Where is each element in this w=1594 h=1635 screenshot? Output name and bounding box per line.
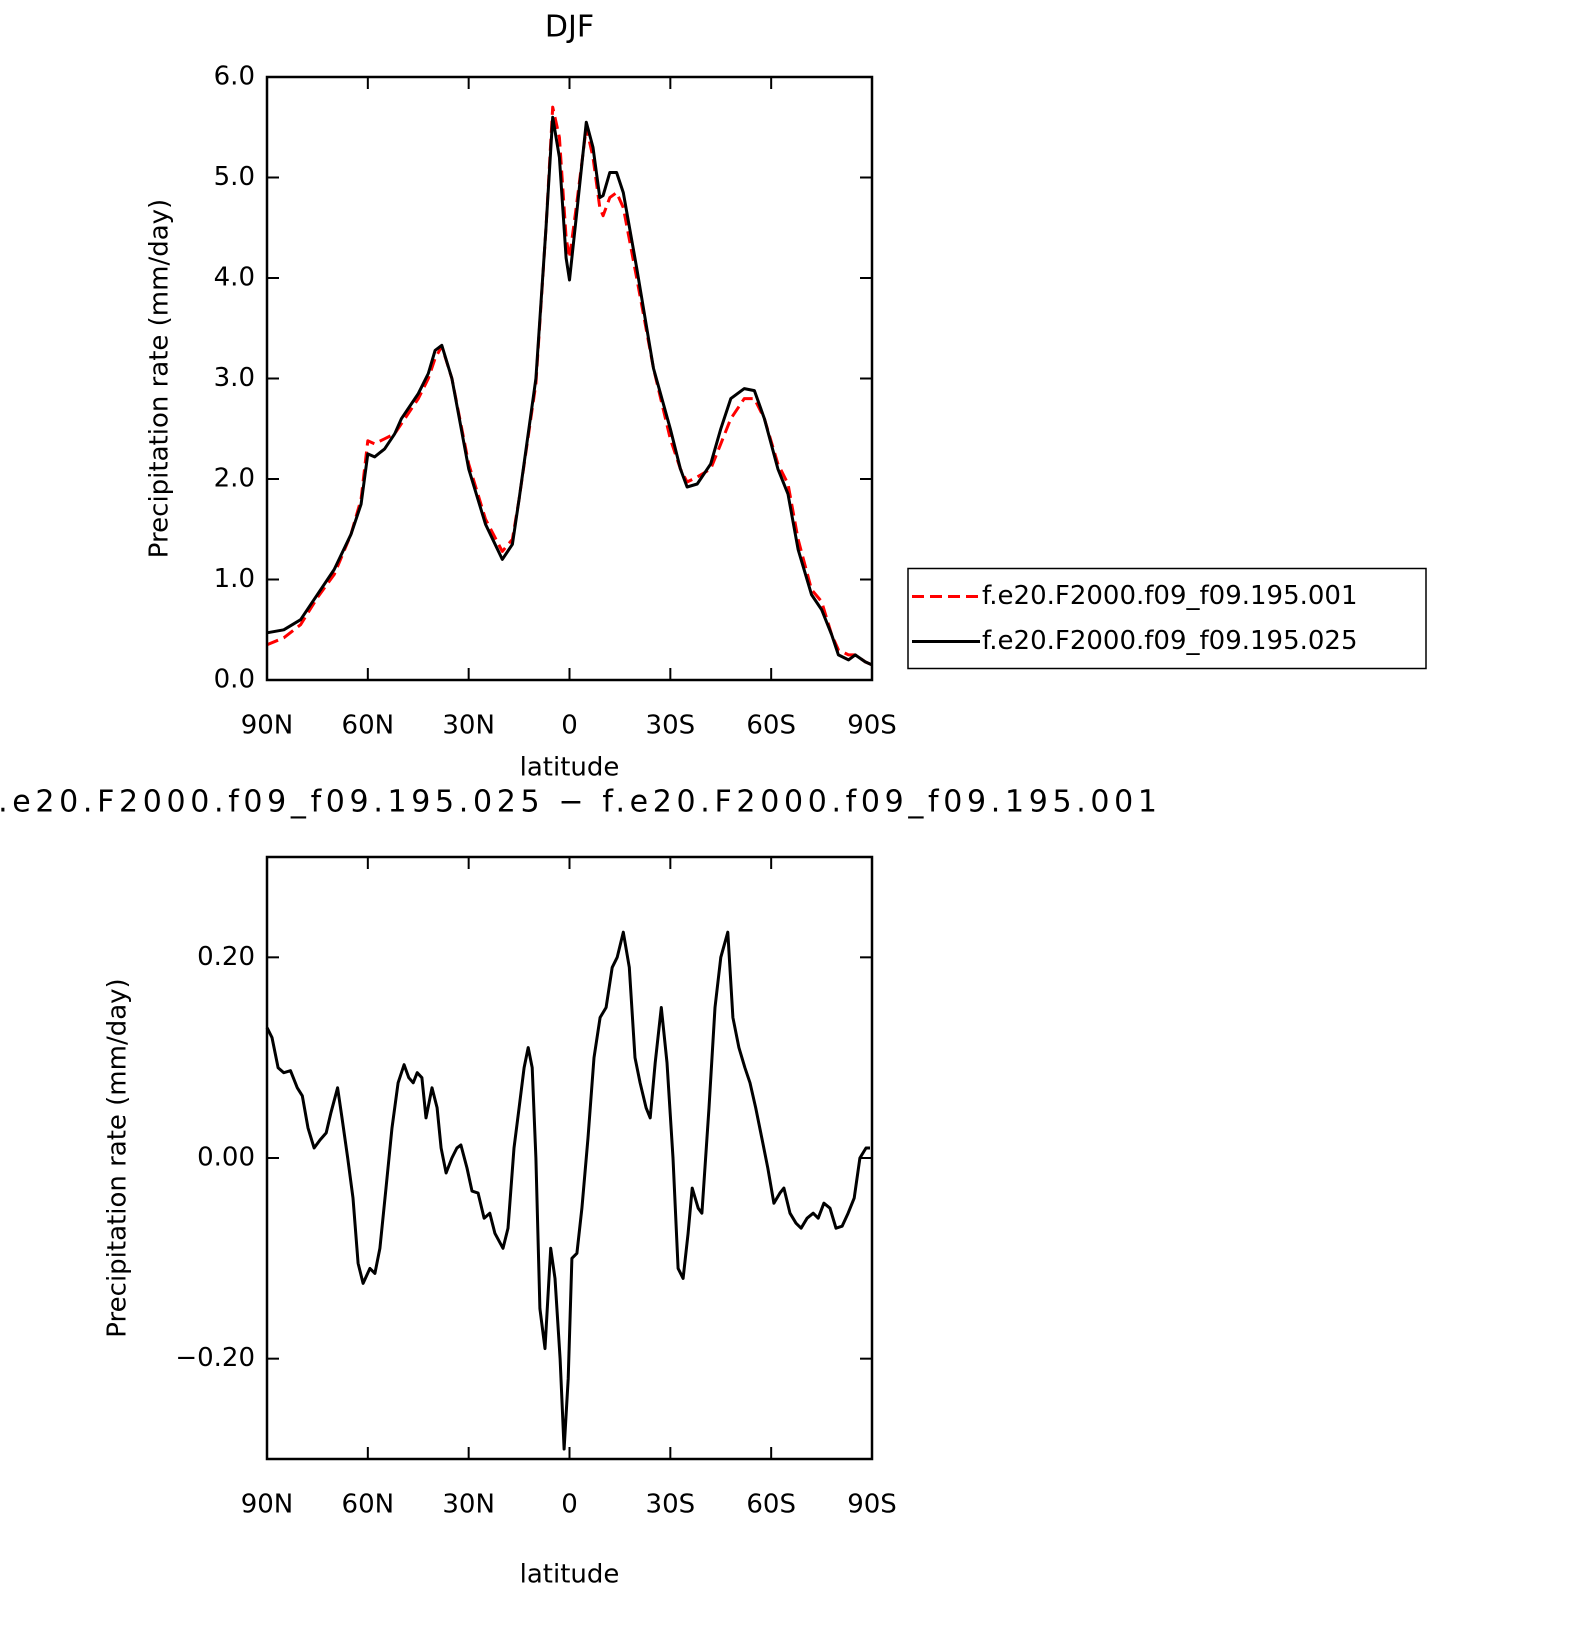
y-axis-label: Precipitation rate (mm/day) — [145, 199, 175, 558]
plot-frame — [265, 855, 874, 1461]
y-tick-label: 4.0 — [214, 263, 255, 293]
y-tick-label: 1.0 — [214, 564, 255, 594]
x-tick-label: 90N — [241, 1490, 294, 1520]
x-tick-label: 30S — [646, 711, 696, 741]
data-line — [266, 105, 873, 667]
y-axis-label: Precipitation rate (mm/day) — [103, 978, 133, 1337]
data-line — [266, 115, 873, 667]
y-tick-label: 0.00 — [197, 1143, 255, 1173]
chart-title: DJF — [545, 10, 594, 45]
x-tick-label: 60N — [342, 711, 395, 741]
x-tick-label: 30S — [646, 1490, 696, 1520]
x-tick-label: 60N — [342, 1490, 395, 1520]
y-tick-label: 6.0 — [214, 62, 255, 92]
data-line — [265, 930, 870, 1451]
y-tick-label: 3.0 — [214, 363, 255, 393]
y-tick-label: 5.0 — [214, 162, 255, 192]
plot-frame — [265, 75, 874, 682]
x-tick-label: 0 — [561, 711, 578, 741]
y-tick-label: 0.0 — [214, 665, 255, 695]
x-tick-label: 90S — [847, 711, 897, 741]
x-tick-label: 60S — [746, 1490, 796, 1520]
legend-label: f.e20.F2000.f09_f09.195.001 — [982, 581, 1358, 611]
x-tick-label: 30N — [442, 1490, 495, 1520]
x-tick-label: 30N — [442, 711, 495, 741]
x-axis-label: latitude — [520, 753, 620, 783]
y-tick-label: −0.20 — [175, 1343, 255, 1373]
y-tick-label: 2.0 — [214, 464, 255, 494]
x-tick-label: 90S — [847, 1490, 897, 1520]
legend-label: f.e20.F2000.f09_f09.195.025 — [982, 626, 1358, 656]
legend-box — [907, 567, 1427, 670]
x-tick-label: 90N — [241, 711, 294, 741]
chart-title: f.e20.F2000.f09_f09.195.025 − f.e20.F200… — [0, 785, 1157, 820]
x-tick-label: 0 — [561, 1490, 578, 1520]
x-tick-label: 60S — [746, 711, 796, 741]
x-axis-label: latitude — [520, 1560, 620, 1590]
y-tick-label: 0.20 — [197, 942, 255, 972]
